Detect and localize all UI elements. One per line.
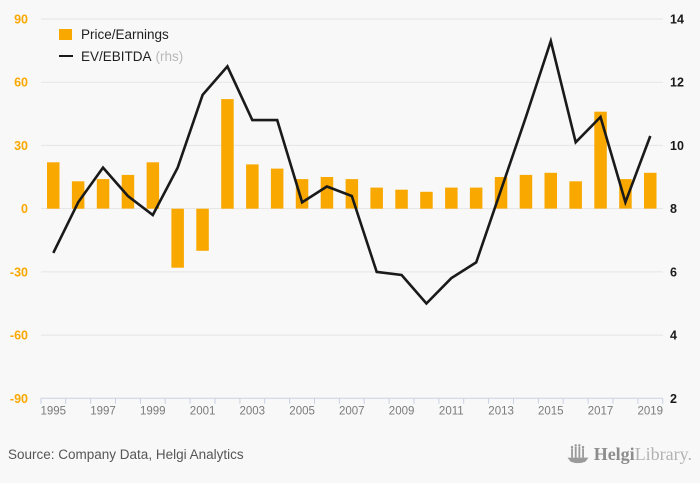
bar-2004 <box>270 168 284 209</box>
x-axis-tick-label: 2001 <box>190 406 216 418</box>
x-axis-tick-label: 2007 <box>339 406 365 418</box>
bar-2008 <box>370 187 383 209</box>
bar-1999 <box>146 162 160 209</box>
bar-1995 <box>47 162 60 209</box>
bar-1998 <box>121 174 135 209</box>
left-axis-tick-label: 30 <box>14 139 28 153</box>
bar-2012 <box>469 187 483 209</box>
bar-2011 <box>445 187 458 209</box>
right-axis-tick-label: 2 <box>670 392 677 406</box>
x-axis-tick-label: 2013 <box>488 406 514 418</box>
x-axis-tick-label: 2011 <box>439 406 464 418</box>
line-swatch-icon <box>59 54 73 58</box>
right-axis-tick-label: 10 <box>670 139 684 153</box>
x-axis-tick-label: 1995 <box>41 406 67 418</box>
x-axis-tick-label: 2003 <box>240 406 266 418</box>
left-axis-tick-label: 0 <box>21 202 28 216</box>
chart-legend: Price/Earnings EV/EBITDA (rhs) <box>59 26 183 64</box>
bar-1997 <box>96 179 110 209</box>
logo-text: HelgiLibrary. <box>594 444 692 465</box>
x-axis-tick-label: 2017 <box>588 406 614 418</box>
bar-2003 <box>246 164 259 209</box>
bar-2001 <box>196 208 209 251</box>
bar-2019 <box>644 172 657 209</box>
ev-ebitda-line <box>52 36 652 306</box>
x-axis-tick-label: 2019 <box>638 406 664 418</box>
bar-2007 <box>345 179 359 209</box>
bar-2000 <box>171 208 184 268</box>
right-axis-tick-label: 4 <box>670 329 677 343</box>
x-axis-tick-label: 1999 <box>140 406 166 418</box>
legend-item-price-earnings: Price/Earnings <box>59 26 183 42</box>
bar-2010 <box>420 191 433 209</box>
left-axis-tick-label: 90 <box>14 13 28 27</box>
x-axis-tick-label: 2005 <box>289 406 315 418</box>
bar-2017 <box>594 111 607 209</box>
legend-label: EV/EBITDA <box>81 48 152 64</box>
right-axis-tick-label: 14 <box>670 13 684 27</box>
legend-label: Price/Earnings <box>81 26 169 42</box>
x-axis-tick-label: 2015 <box>538 406 564 418</box>
bar-2002 <box>221 99 234 209</box>
x-axis-tick-label: 1997 <box>90 406 116 418</box>
bar-2018 <box>619 179 632 209</box>
right-axis-tick-label: 8 <box>670 202 677 216</box>
bar-2009 <box>395 189 408 209</box>
left-axis-tick-label: -60 <box>10 329 28 343</box>
left-axis-tick-label: -90 <box>10 392 28 406</box>
combo-chart: 90 60 30 0 -30 -60 -90 14 12 10 8 6 4 2 1995 1997 1999 20… <box>10 13 684 418</box>
bar-2016 <box>569 181 582 209</box>
left-axis-tick-label: -30 <box>10 265 28 279</box>
bar-2006 <box>320 177 334 209</box>
left-axis-tick-label: 60 <box>14 76 28 90</box>
right-axis-tick-label: 6 <box>670 265 677 279</box>
legend-item-ev-ebitda: EV/EBITDA (rhs) <box>59 48 183 64</box>
right-axis-tick-label: 12 <box>670 76 684 90</box>
helgi-ship-icon <box>567 444 589 464</box>
helgi-library-logo: HelgiLibrary. <box>566 443 692 465</box>
bar-swatch-icon <box>59 28 72 40</box>
x-axis-tick-label: 2009 <box>389 406 415 418</box>
bar-1996 <box>71 181 85 209</box>
legend-rhs-suffix: (rhs) <box>155 48 184 64</box>
bar-2015 <box>544 172 557 209</box>
logo-text-helgi: Helgi <box>593 443 635 464</box>
bar-2014 <box>519 174 533 209</box>
source-note: Source: Company Data, Helgi Analytics <box>8 447 244 462</box>
logo-text-library: Library. <box>634 443 692 464</box>
